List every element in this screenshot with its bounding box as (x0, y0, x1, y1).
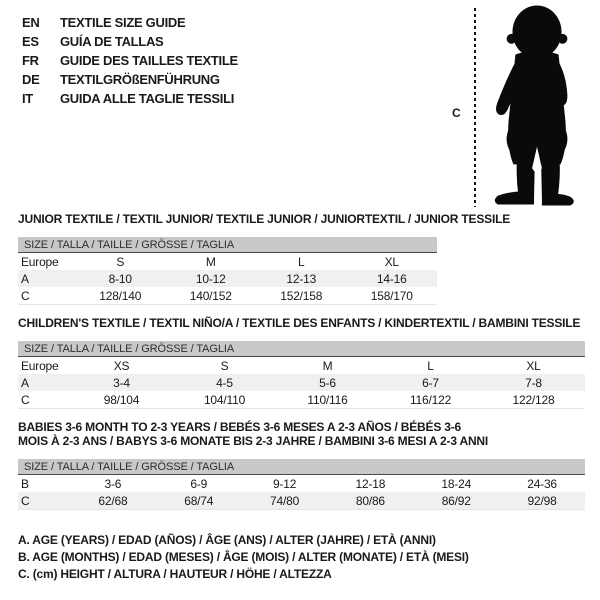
table-row: A 3-4 4-5 5-6 6-7 7-8 (18, 374, 585, 391)
language-code: ES (22, 34, 39, 49)
row-label-cell: B (21, 476, 29, 491)
value-cell: 128/140 (99, 288, 142, 303)
value-cell: L (427, 358, 434, 373)
baby-silhouette-icon (494, 5, 574, 206)
language-row: ES GUÍA DE TALLAS (22, 32, 238, 51)
legend-line: B. AGE (MONTHS) / EDAD (MESES) / ÂGE (MO… (18, 550, 469, 564)
value-cell: S (220, 358, 229, 373)
language-guide-title: GUIDE DES TAILLES TEXTILE (60, 53, 238, 68)
value-cell: 92/98 (527, 493, 557, 508)
value-cell: 7-8 (525, 375, 542, 390)
language-guide-title: GUIDA ALLE TAGLIE TESSILI (60, 91, 235, 106)
height-measure-dashed-line (474, 8, 476, 207)
size-bar-header: SIZE / TALLA / TAILLE / GRÖSSE / TAGLIA (18, 341, 585, 357)
language-title-list: EN TEXTILE SIZE GUIDE ES GUÍA DE TALLAS FR GU… (22, 13, 238, 108)
row-label-cell: C (21, 288, 30, 303)
size-tables: JUNIOR TEXTILE / TEXTIL JUNIOR/ TEXTILE … (18, 212, 585, 521)
language-code: IT (22, 91, 33, 106)
legend-line: C. (cm) HEIGHT / ALTURA / HAUTEUR / HÖHE… (18, 567, 332, 581)
value-cell: 116/122 (409, 392, 452, 407)
row-label-cell: Europe (21, 358, 59, 373)
legend-line: A. AGE (YEARS) / EDAD (AÑOS) / ÂGE (ANS)… (18, 533, 436, 547)
value-cell: 110/116 (307, 392, 348, 407)
table-row: C 98/104 104/110 110/116 116/122 122/128 (18, 391, 585, 409)
value-cell: 3-6 (104, 476, 122, 491)
table-row: B 3-6 6-9 9-12 12-18 18-24 24-36 (18, 475, 585, 492)
value-cell: 14-16 (376, 271, 407, 286)
measure-legend: A. AGE (YEARS) / EDAD (AÑOS) / ÂGE (ANS)… (18, 532, 469, 583)
row-label-cell: Europe (21, 254, 59, 269)
table-row: A 8-10 10-12 12-13 14-16 (18, 270, 437, 287)
value-cell: 8-10 (108, 271, 132, 286)
size-table-section: JUNIOR TEXTILE / TEXTIL JUNIOR/ TEXTILE … (18, 212, 585, 305)
row-label-cell: C (21, 392, 30, 407)
value-cell: 12-13 (286, 271, 317, 286)
language-code: FR (22, 53, 39, 68)
language-code: EN (22, 15, 40, 30)
size-table: Europe XS S M L XL A 3-4 4-5 5-6 6-7 7-8 C 98/104 104/… (18, 357, 585, 409)
value-cell: 74/80 (270, 493, 300, 508)
value-cell: 104/110 (203, 392, 246, 407)
value-cell: 122/128 (512, 392, 555, 407)
section-title: BABIES 3-6 MONTH TO 2-3 YEARS / BEBÉS 3-… (18, 420, 489, 448)
size-table: Europe S M L XL A 8-10 10-12 12-13 14-16 C 128/140 1… (18, 253, 437, 305)
value-cell: 3-4 (113, 375, 130, 390)
language-guide-title: TEXTILE SIZE GUIDE (60, 15, 186, 30)
table-row: C 62/68 68/74 74/80 80/86 86/92 92/98 (18, 492, 585, 510)
value-cell: 158/170 (370, 288, 413, 303)
section-title: CHILDREN'S TEXTILE / TEXTIL NIÑO/A / TEX… (18, 316, 581, 330)
value-cell: 98/104 (103, 392, 140, 407)
value-cell: S (116, 254, 125, 269)
value-cell: 24-36 (527, 476, 557, 491)
value-cell: 68/74 (184, 493, 214, 508)
table-row: Europe S M L XL (18, 253, 437, 270)
value-cell: 18-24 (441, 476, 472, 491)
row-label-cell: C (21, 493, 30, 508)
language-code: DE (22, 72, 40, 87)
value-cell: L (298, 254, 305, 269)
language-row: FR GUIDE DES TAILLES TEXTILE (22, 51, 238, 70)
row-label-cell: A (21, 271, 29, 286)
value-cell: 80/86 (355, 493, 385, 508)
value-cell: 10-12 (195, 271, 226, 286)
table-row: C 128/140 140/152 152/158 158/170 (18, 287, 437, 305)
size-bar-header: SIZE / TALLA / TAILLE / GRÖSSE / TAGLIA (18, 237, 437, 253)
value-cell: XL (384, 254, 399, 269)
value-cell: 152/158 (280, 288, 323, 303)
language-row: DE TEXTILGRÖßENFÜHRUNG (22, 70, 238, 89)
table-row: Europe XS S M L XL (18, 357, 585, 374)
value-cell: M (322, 358, 333, 373)
value-cell: 6-9 (190, 476, 208, 491)
size-table-section: BABIES 3-6 MONTH TO 2-3 YEARS / BEBÉS 3-… (18, 420, 585, 510)
value-cell: 9-12 (272, 476, 297, 491)
value-cell: XS (113, 358, 130, 373)
value-cell: M (205, 254, 216, 269)
value-cell: 5-6 (319, 375, 336, 390)
value-cell: 86/92 (441, 493, 471, 508)
language-guide-title: GUÍA DE TALLAS (60, 34, 164, 49)
height-measure-label: C (452, 106, 461, 120)
language-row: EN TEXTILE SIZE GUIDE (22, 13, 238, 32)
size-table: B 3-6 6-9 9-12 12-18 18-24 24-36 C 62/68 68/74 74/… (18, 475, 585, 510)
value-cell: 62/68 (98, 493, 128, 508)
value-cell: XL (526, 358, 541, 373)
language-row: IT GUIDA ALLE TAGLIE TESSILI (22, 89, 238, 108)
language-guide-title: TEXTILGRÖßENFÜHRUNG (60, 72, 220, 87)
value-cell: 6-7 (422, 375, 439, 390)
section-title: JUNIOR TEXTILE / TEXTIL JUNIOR/ TEXTILE … (18, 212, 511, 226)
row-label-cell: A (21, 375, 29, 390)
size-bar-header: SIZE / TALLA / TAILLE / GRÖSSE / TAGLIA (18, 459, 585, 475)
value-cell: 4-5 (216, 375, 233, 390)
value-cell: 140/152 (189, 288, 232, 303)
size-table-section: CHILDREN'S TEXTILE / TEXTIL NIÑO/A / TEX… (18, 316, 585, 409)
value-cell: 12-18 (355, 476, 386, 491)
